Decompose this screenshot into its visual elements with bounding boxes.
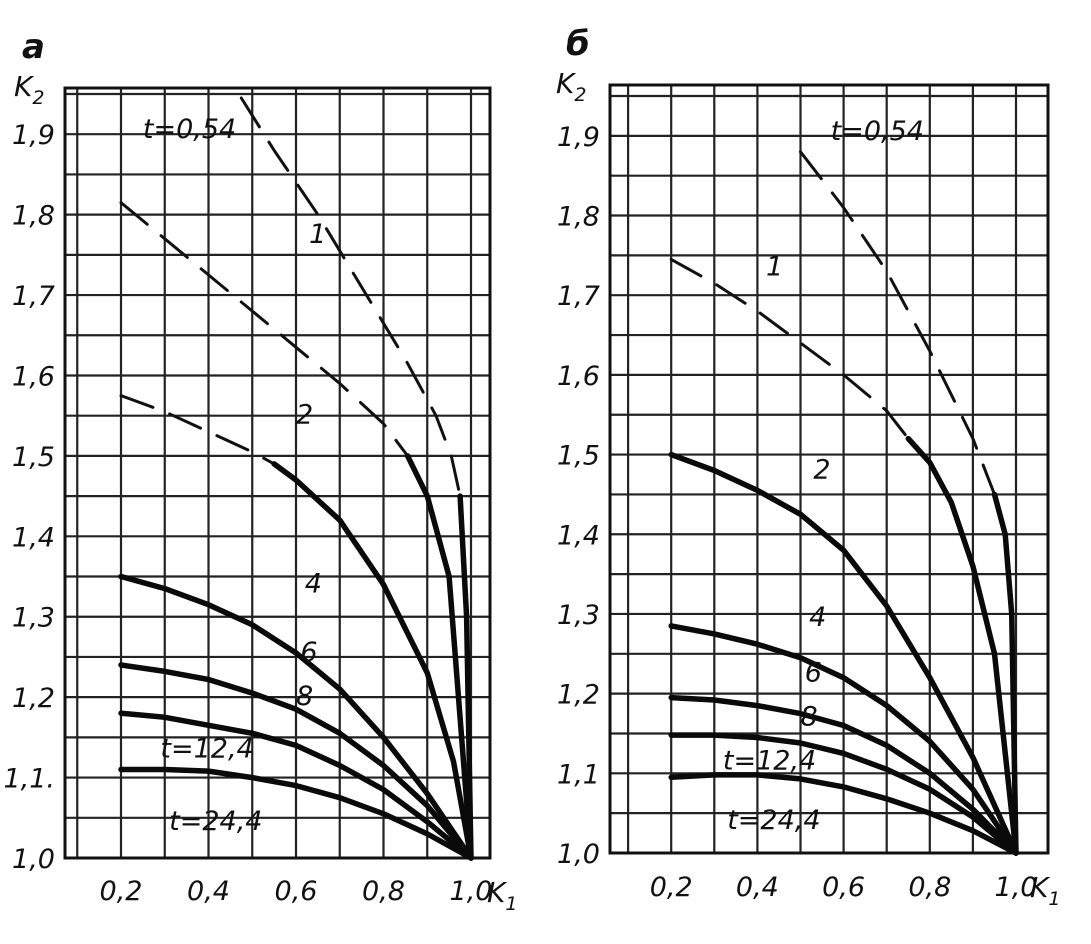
- curve-label: t=24,4: [727, 805, 820, 836]
- curve-t-12-4: [118, 766, 474, 861]
- curve-label: t=12,4: [160, 733, 253, 764]
- y-tick-label: 1,7: [12, 281, 55, 312]
- y-tick-label: 1,5: [557, 441, 600, 472]
- plot-frame: [63, 86, 492, 860]
- grid: [608, 83, 1050, 855]
- curve-2-dashed: [119, 394, 276, 466]
- y-tick-label: 1,2: [12, 683, 55, 714]
- x-tick-label: 0,2: [650, 872, 693, 903]
- x-tick-label: 0,8: [362, 876, 405, 907]
- curve-label: 2: [813, 454, 830, 485]
- chart-panel-a: 1,0 1,1. 1,2 1,3 1,4 1,5 1,6 1,7 1,8 1,9 0,2 0,4 0,6…: [3, 27, 517, 915]
- curve-t-0-54: [457, 493, 474, 861]
- curve-6: [668, 694, 1019, 856]
- y-tick-label: 1,8: [557, 202, 600, 233]
- curve-label: 2: [296, 400, 313, 431]
- y-tick-label: 1,5: [12, 442, 55, 473]
- y-tick-label: 1,7: [557, 281, 600, 312]
- curve-label: 6: [300, 637, 317, 668]
- curve-8: [118, 710, 474, 861]
- plot-frame: [608, 83, 1050, 855]
- y-tick-label: 1,1: [557, 759, 600, 790]
- y-tick-label: 1,0: [557, 839, 600, 870]
- y-tick-label: 1,4: [557, 520, 600, 551]
- curve-t-0-54-dashed: [239, 96, 462, 498]
- y-tick-label: 1,9: [557, 122, 600, 153]
- curve-label: 4: [809, 602, 826, 633]
- y-tick-label: 1,3: [557, 600, 600, 631]
- curves: [118, 96, 474, 861]
- y-tick-label: 1,3: [12, 603, 55, 634]
- y-tick-label: 1,6: [12, 361, 55, 392]
- x-tick-label: 1,0: [995, 872, 1038, 903]
- curve-4: [668, 623, 1019, 856]
- grid: [63, 86, 492, 860]
- x-tick-label: 0,4: [736, 872, 779, 903]
- curve-1: [404, 453, 474, 861]
- x-tick-label: 0,4: [187, 876, 230, 907]
- curves: [668, 150, 1019, 856]
- y-axis-label-subscript: 2: [32, 87, 44, 109]
- x-tick-label: 0,6: [822, 872, 865, 903]
- x-axis-label-subscript: 1: [505, 893, 517, 915]
- y-tick-label: 1,0: [12, 844, 55, 875]
- x-tick-label: 0,2: [100, 876, 143, 907]
- curve-1-dashed: [669, 257, 910, 441]
- x-tick-label: 0,6: [275, 876, 318, 907]
- curve-label: 8: [801, 702, 818, 733]
- curve-1: [905, 435, 1019, 856]
- curve-1-dashed: [119, 201, 410, 458]
- curve-label: 8: [296, 681, 313, 712]
- x-axis-label: K1: [487, 876, 517, 915]
- x-axis-label-subscript: 1: [1048, 888, 1060, 910]
- curve-t-0-54-dashed: [799, 150, 996, 496]
- y-axis-label: K2: [14, 70, 44, 109]
- curve-label: 6: [805, 658, 822, 689]
- curve-t-12-4: [668, 772, 1019, 856]
- curve-6: [118, 662, 474, 861]
- curve-label: t=0,54: [831, 116, 924, 147]
- x-axis-label: K1: [1030, 871, 1060, 910]
- panel-letter: б: [566, 24, 590, 64]
- curve-2: [668, 451, 1019, 856]
- y-tick-label: 1,8: [12, 201, 55, 232]
- curve-label: t=0,54: [143, 114, 236, 145]
- curve-4: [118, 573, 474, 861]
- curve-label: 4: [305, 569, 322, 600]
- curve-2: [271, 461, 474, 861]
- y-axis-label: K2: [556, 67, 586, 106]
- x-tick-label: 1,0: [450, 876, 493, 907]
- y-tick-label: 1,1.: [3, 764, 55, 795]
- panel-letter: а: [22, 27, 45, 67]
- curve-label: t=24,4: [169, 806, 262, 837]
- chart-panel-b: 1,0 1,1 1,2 1,3 1,4 1,5 1,6 1,7 1,8 1,9 0,2 0,4 0,6 0…: [556, 24, 1060, 910]
- curve-t-0-54: [991, 491, 1019, 856]
- curve-label: t=12,4: [723, 745, 816, 776]
- x-tick-label: 0,8: [908, 872, 951, 903]
- y-tick-label: 1,4: [12, 522, 55, 553]
- curve-label: 1: [766, 251, 783, 282]
- curve-label: 1: [309, 219, 326, 250]
- y-tick-label: 1,6: [557, 361, 600, 392]
- y-axis-label-subscript: 2: [574, 84, 586, 106]
- curve-8: [668, 732, 1019, 856]
- y-tick-label: 1,2: [557, 680, 600, 711]
- y-tick-label: 1,9: [12, 120, 55, 151]
